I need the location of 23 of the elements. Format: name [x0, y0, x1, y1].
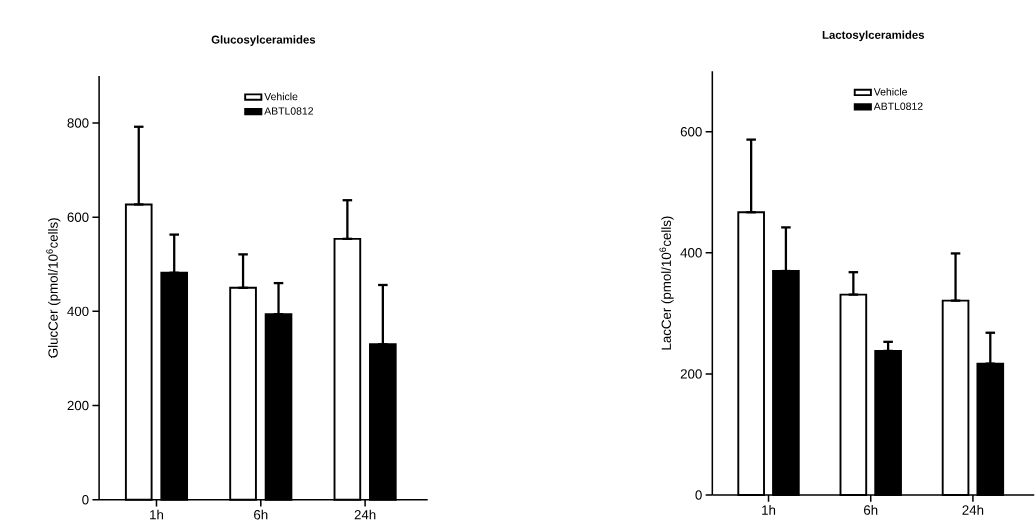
- x-tick-label: 24h: [962, 505, 984, 515]
- y-tick-label: 400: [680, 248, 702, 258]
- y-tick-label: 600: [67, 212, 89, 223]
- x-tick-label: 24h: [354, 509, 376, 520]
- y-axis-title: GlucCer (pmol/10$^{6}$cells): [46, 218, 61, 358]
- y-tick-label: 600: [680, 127, 702, 137]
- y-tick-label: 0: [695, 490, 702, 500]
- x-tick-label: 6h: [864, 505, 878, 515]
- x-tick-label: 1h: [150, 509, 164, 520]
- x-tick-label: 6h: [254, 509, 268, 520]
- chart-title: Glucosylceramides: [211, 35, 316, 47]
- legend-label: Vehicle: [873, 88, 907, 96]
- legend-label: Vehicle: [264, 92, 298, 101]
- y-tick-label: 800: [67, 118, 89, 128]
- legend-label: ABTL0812: [873, 102, 923, 111]
- x-tick-label: 1h: [762, 505, 776, 515]
- y-axis-title: LacCer (pmol/10$^{6}$cells): [659, 216, 674, 350]
- y-tick-label: 0: [82, 495, 89, 505]
- y-tick-label: 400: [67, 306, 89, 317]
- y-tick-label: 200: [680, 369, 702, 379]
- legend-label: ABTL0812: [264, 107, 314, 115]
- chart-title: Lactosylceramides: [822, 30, 925, 42]
- y-tick-label: 200: [67, 401, 89, 411]
